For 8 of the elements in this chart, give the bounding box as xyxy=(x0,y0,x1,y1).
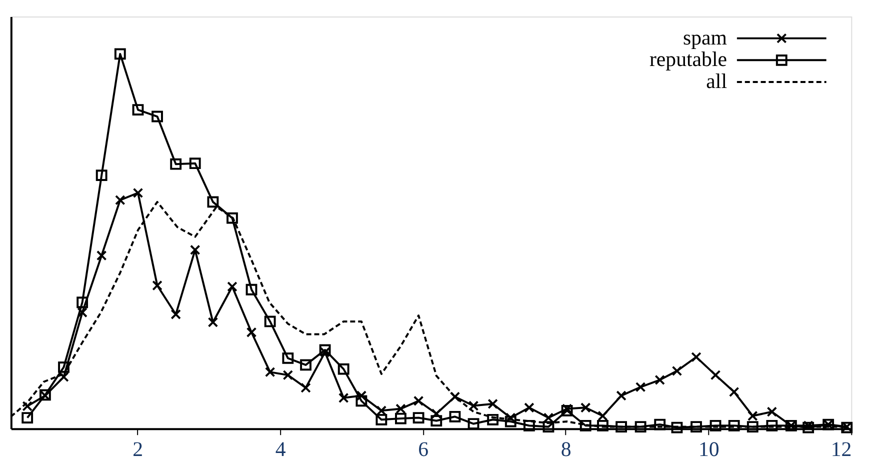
x-tick-label: 4 xyxy=(275,436,286,461)
x-tick-label: 2 xyxy=(132,436,143,461)
legend-label: all xyxy=(706,68,728,93)
x-tick-label: 6 xyxy=(418,436,429,461)
x-tick-label: 12 xyxy=(830,436,852,461)
x-tick-label: 10 xyxy=(698,436,720,461)
legend-label: spam xyxy=(683,25,728,50)
x-tick-label: 8 xyxy=(560,436,572,461)
